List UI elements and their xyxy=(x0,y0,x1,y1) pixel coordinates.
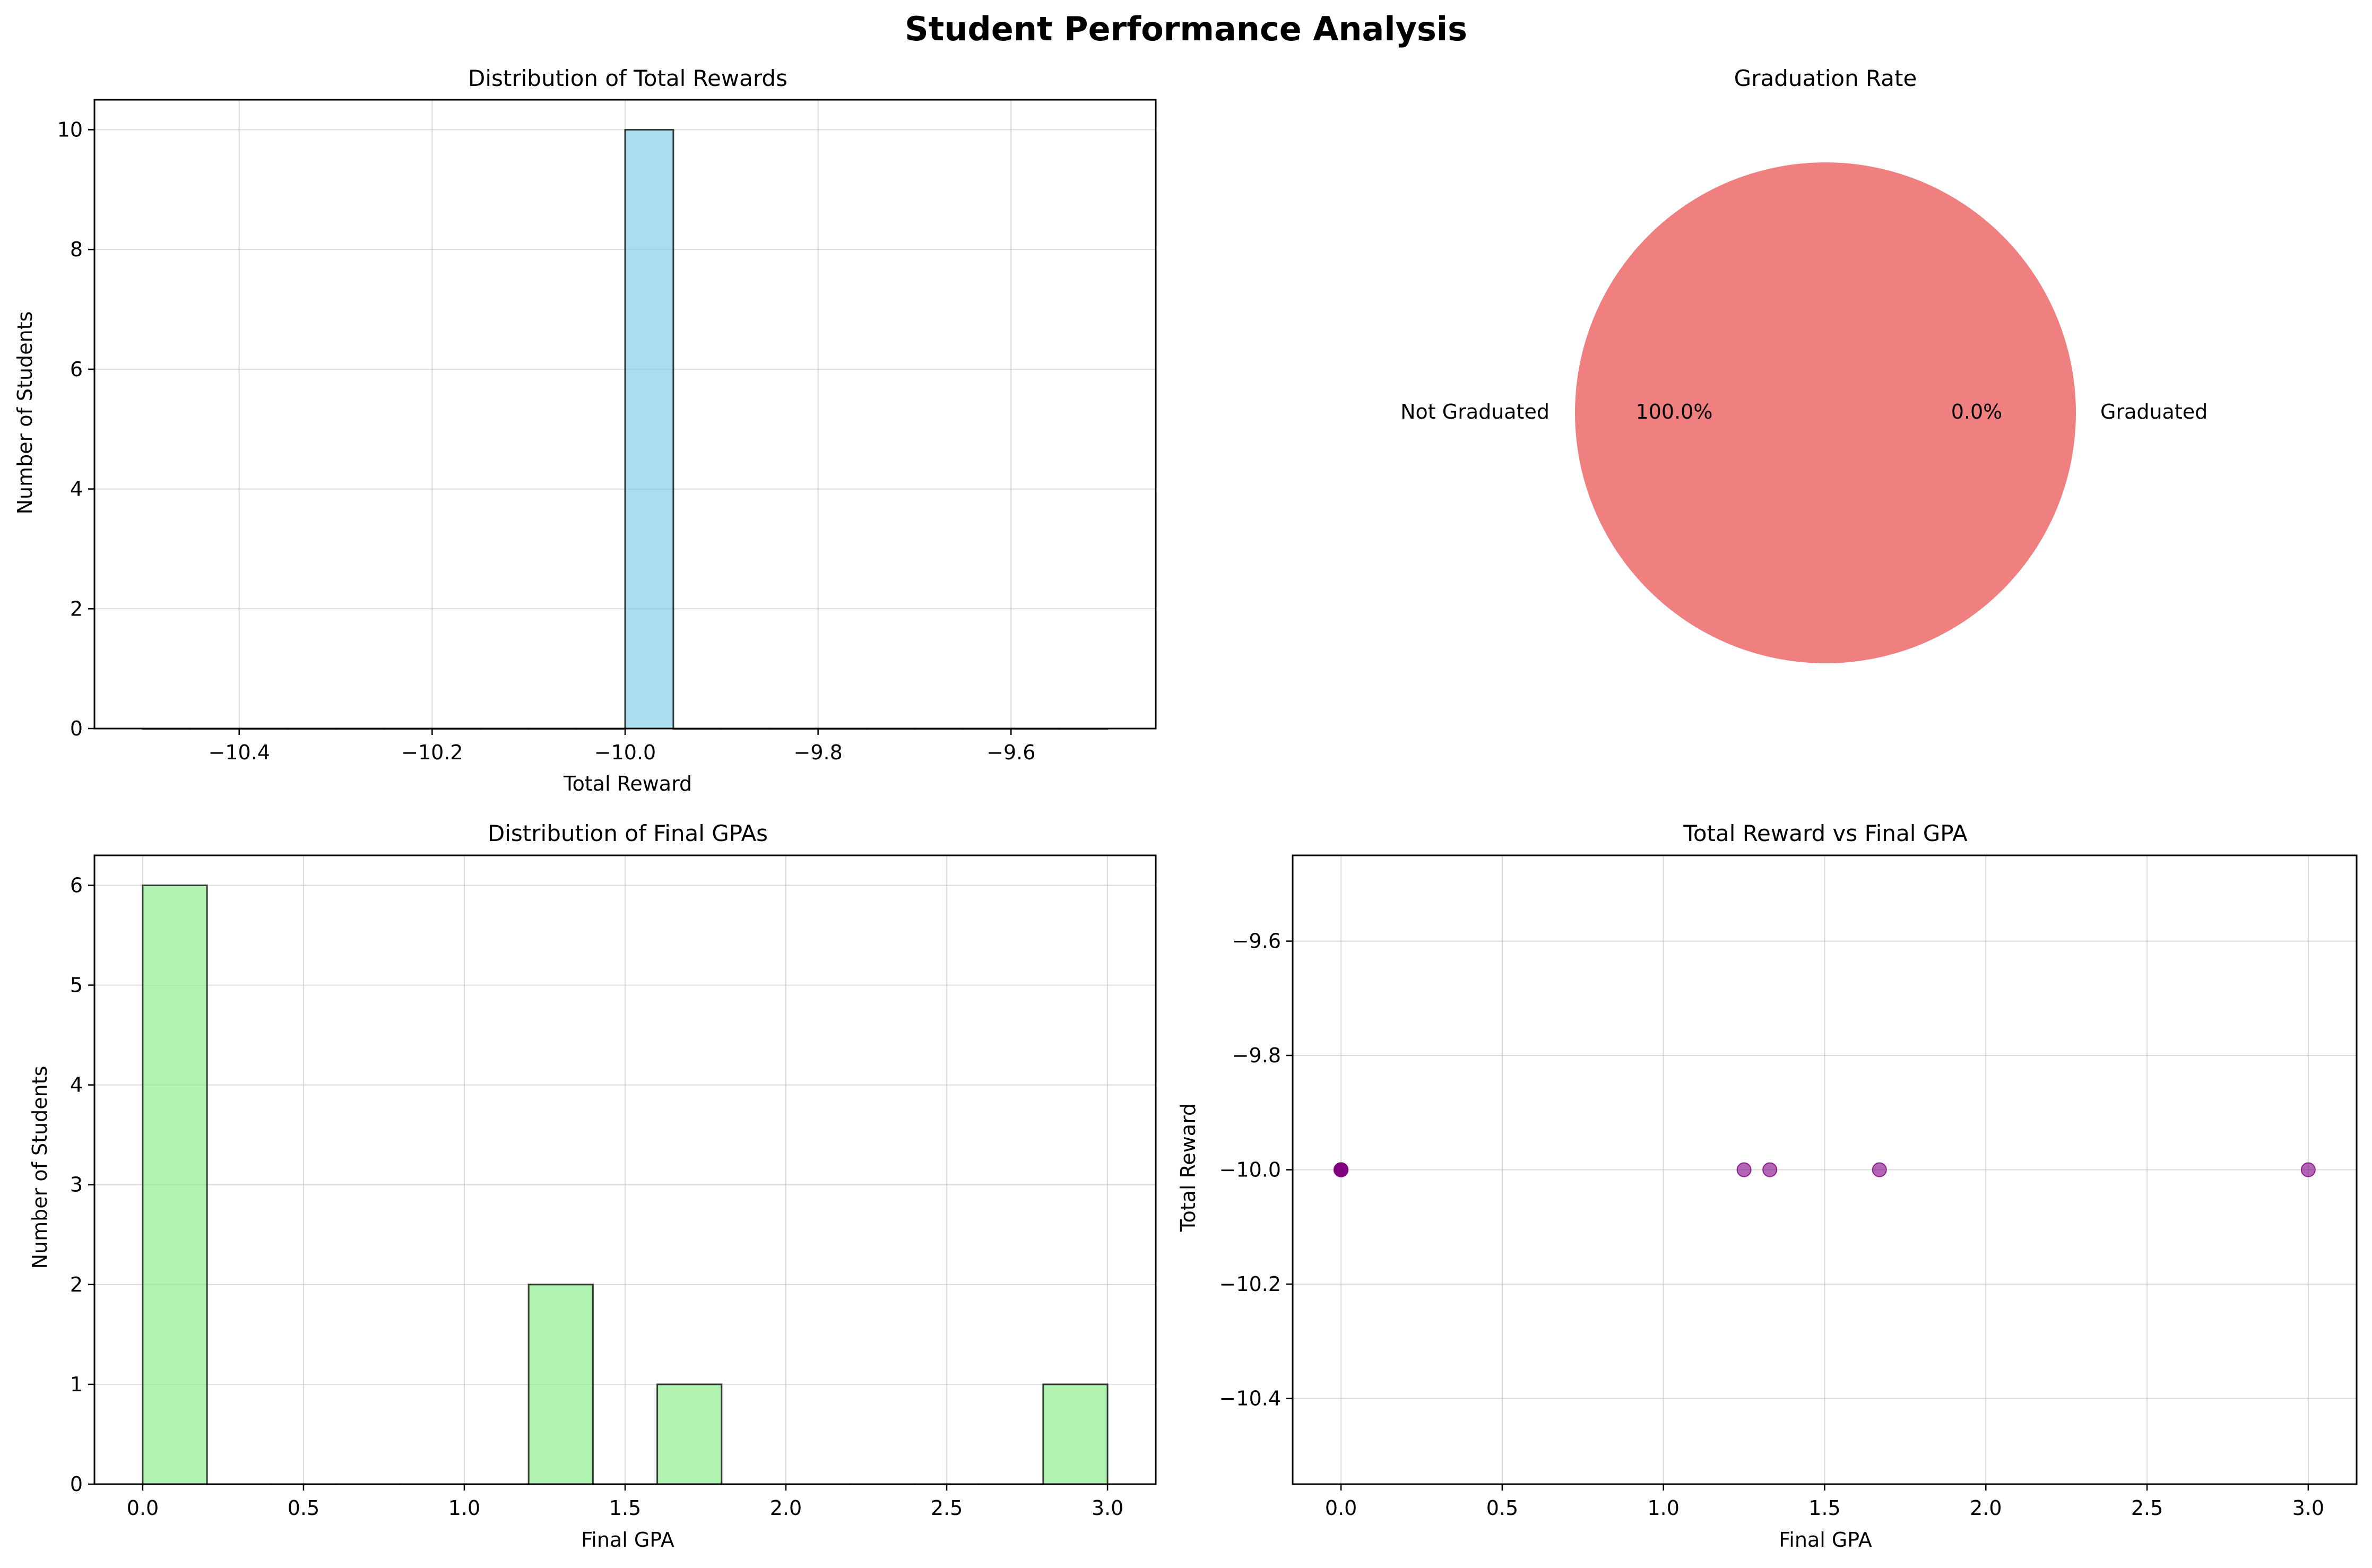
x-tick-label: 2.0 xyxy=(1970,1496,2002,1520)
x-tick-label: 0.0 xyxy=(1325,1496,1357,1520)
x-tick-label: 3.0 xyxy=(2292,1496,2324,1520)
pie-pct-not-graduated: 100.0% xyxy=(1636,400,1713,423)
x-tick-label: −9.6 xyxy=(986,741,1035,764)
gpa-histogram-axes-frame xyxy=(93,854,1157,1485)
y-tick-label: 5 xyxy=(70,974,83,997)
scatter-point xyxy=(1872,1162,1887,1177)
rewards-histogram-axes-frame xyxy=(93,99,1157,730)
y-tick-label: 10 xyxy=(57,118,83,141)
histogram-bar xyxy=(527,1284,594,1485)
pie-label-not-graduated: Not Graduated xyxy=(1400,400,1549,423)
x-tick-label: 1.0 xyxy=(448,1496,480,1520)
histogram-bar xyxy=(656,1383,723,1485)
graduation-pie-title: Graduation Rate xyxy=(1734,65,1917,91)
x-tick-label: −10.2 xyxy=(401,741,463,764)
y-tick-label: 1 xyxy=(70,1373,83,1396)
y-tick-label: 3 xyxy=(70,1173,83,1197)
figure-suptitle: Student Performance Analysis xyxy=(905,10,1467,48)
scatter-point xyxy=(2300,1162,2316,1177)
reward-gpa-scatter-axes-frame xyxy=(1292,854,2358,1485)
y-tick-label: −10.4 xyxy=(1219,1387,1281,1410)
rewards-histogram: Distribution of Total Rewards −10.4 −10.2… xyxy=(13,65,1157,795)
y-tick-label: 6 xyxy=(70,873,83,897)
rewards-histogram-ylabel: Number of Students xyxy=(13,311,37,515)
scatter-point xyxy=(1736,1162,1752,1177)
x-tick-label: 0.5 xyxy=(288,1496,319,1520)
x-tick-label: 3.0 xyxy=(1092,1496,1123,1520)
rewards-histogram-title: Distribution of Total Rewards xyxy=(468,65,787,91)
x-tick-label: 0.0 xyxy=(127,1496,159,1520)
reward-gpa-scatter-ylabel: Total Reward xyxy=(1176,1103,1200,1232)
x-tick-label: −10.4 xyxy=(209,741,270,764)
reward-gpa-scatter-xlabel: Final GPA xyxy=(1779,1528,1872,1552)
x-tick-label: 1.5 xyxy=(1808,1496,1840,1520)
x-tick-label: 1.5 xyxy=(609,1496,641,1520)
y-tick-label: 0 xyxy=(70,717,83,740)
y-tick-label: 4 xyxy=(70,1073,83,1097)
reward-gpa-scatter: Total Reward vs Final GPA 0.0 0.5 1.0 1.5 2.… xyxy=(1176,820,2358,1552)
y-tick-label: −9.6 xyxy=(1232,930,1281,953)
y-tick-label: −10.2 xyxy=(1219,1272,1281,1296)
x-tick-label: −10.0 xyxy=(594,741,656,764)
y-tick-label: 0 xyxy=(70,1472,83,1496)
graduation-pie: Graduation Rate 100.0% 0.0% Not Graduate… xyxy=(1400,65,2207,663)
reward-gpa-scatter-title: Total Reward vs Final GPA xyxy=(1683,820,1968,846)
x-tick-label: 2.0 xyxy=(770,1496,802,1520)
y-tick-label: 8 xyxy=(70,238,83,261)
scatter-point xyxy=(1334,1162,1349,1177)
gpa-histogram-xlabel: Final GPA xyxy=(581,1528,674,1552)
scatter-point xyxy=(1762,1162,1778,1177)
x-tick-label: 1.0 xyxy=(1647,1496,1679,1520)
x-tick-label: 2.5 xyxy=(931,1496,963,1520)
gpa-histogram-title: Distribution of Final GPAs xyxy=(488,820,768,846)
x-tick-label: 2.5 xyxy=(2131,1496,2163,1520)
pie-pct-graduated: 0.0% xyxy=(1951,400,2003,423)
y-tick-label: 2 xyxy=(70,1273,83,1296)
x-tick-label: −9.8 xyxy=(793,741,842,764)
histogram-bar xyxy=(624,128,674,730)
histogram-bar xyxy=(1042,1383,1109,1485)
y-tick-label: 4 xyxy=(70,478,83,501)
gpa-histogram-ylabel: Number of Students xyxy=(28,1066,51,1269)
y-tick-label: 6 xyxy=(70,358,83,381)
y-tick-label: −9.8 xyxy=(1232,1044,1281,1067)
y-tick-label: −10.0 xyxy=(1219,1158,1281,1182)
pie-label-graduated: Graduated xyxy=(2100,400,2207,423)
y-tick-label: 2 xyxy=(70,597,83,620)
gpa-histogram: Distribution of Final GPAs 0.0 0.5 1.0 1.5 2… xyxy=(28,820,1157,1552)
histogram-bar xyxy=(142,884,208,1485)
pie-slice xyxy=(1575,162,2076,663)
x-tick-label: 0.5 xyxy=(1486,1496,1518,1520)
rewards-histogram-xlabel: Total Reward xyxy=(563,772,692,795)
